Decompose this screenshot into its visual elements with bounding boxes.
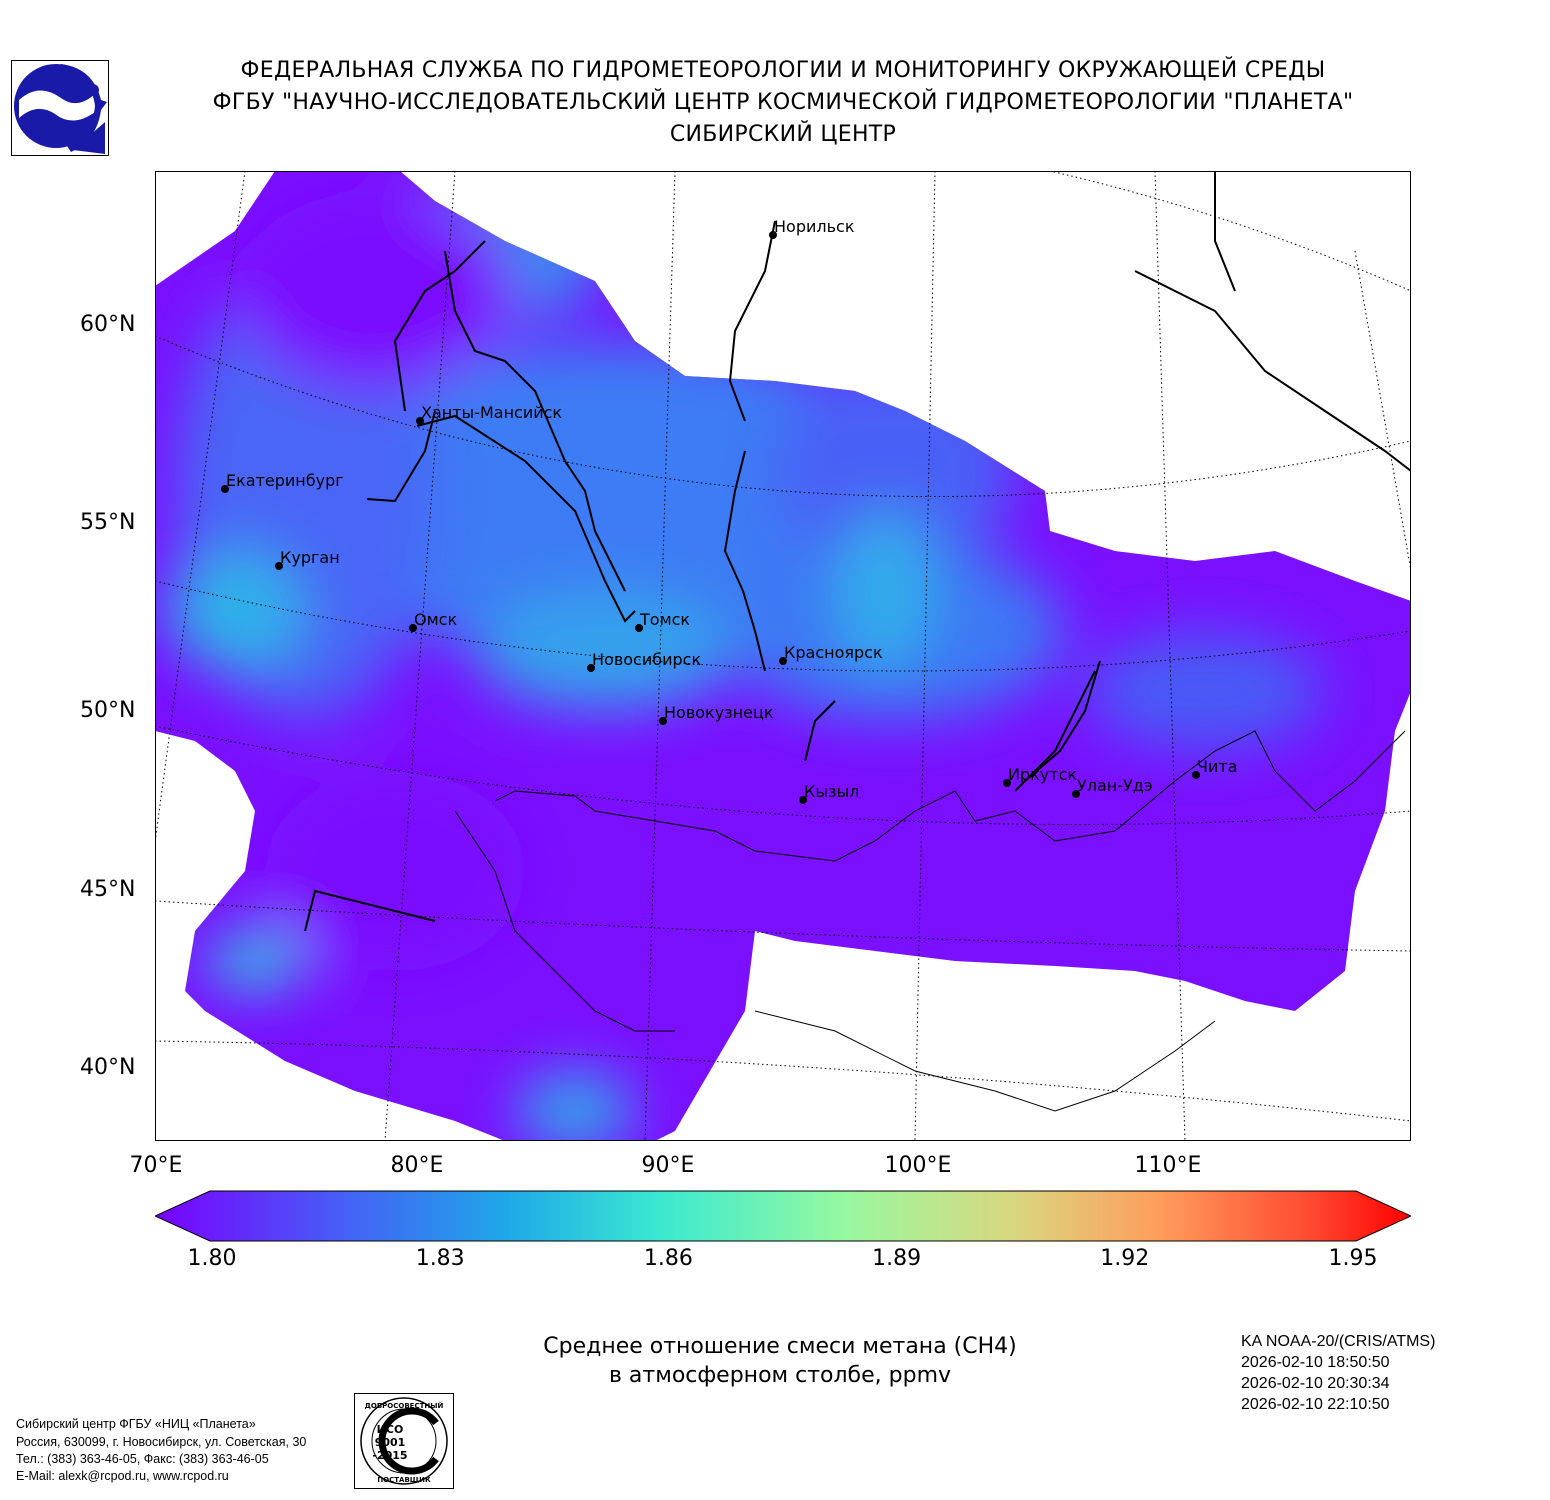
footer-org: Сибирский центр ФГБУ «НИЦ «Планета»: [16, 1417, 256, 1431]
iso-badge-bottom-text: ПОСТАВЩИК: [377, 1476, 431, 1484]
satellite-time-1: 2026-02-10 18:50:50: [1241, 1354, 1390, 1371]
footer-address: Россия, 630099, г. Новосибирск, ул. Сове…: [16, 1435, 307, 1449]
iso-badge-line-1: ИСО: [377, 1423, 404, 1436]
colorbar-tick-label: 1.86: [643, 1246, 693, 1271]
lat-label-40n: 40°N: [80, 1055, 136, 1080]
satellite-time-3: 2026-02-10 22:10:50: [1241, 1396, 1390, 1413]
colorbar-tick-label: 1.80: [187, 1246, 237, 1271]
planeta-logo: [11, 60, 109, 156]
colorbar-tick-label: 1.95: [1328, 1246, 1378, 1271]
iso-badge-top-text: ДОБРОСОВЕСТНЫЙ: [365, 1401, 444, 1410]
colorbar-tick-label: 1.89: [872, 1246, 922, 1271]
lon-label-70e: 70°E: [129, 1153, 183, 1178]
caption-line-1: Среднее отношение смеси метана (CH4): [543, 1334, 1017, 1359]
footer-phone: Тел.: (383) 363-46-05, Факс: (383) 363-4…: [16, 1452, 269, 1466]
iso-badge-line-3: -2015: [372, 1449, 407, 1462]
colorbar: [155, 1190, 1411, 1242]
colorbar-tick-label: 1.83: [415, 1246, 465, 1271]
lon-label-100e: 100°E: [884, 1153, 952, 1178]
lon-label-80e: 80°E: [390, 1153, 444, 1178]
footer-email: E-Mail: alexk@rcpod.ru, www.rcpod.ru: [16, 1469, 229, 1483]
header-line-2: ФГБУ "НАУЧНО-ИССЛЕДОВАТЕЛЬСКИЙ ЦЕНТР КОС…: [212, 90, 1354, 115]
methane-map: [155, 171, 1411, 1141]
iso-badge-line-2: 9001: [375, 1436, 406, 1449]
caption-line-2: в атмосферном столбе, ppmv: [608, 1363, 952, 1388]
lon-label-110e: 110°E: [1134, 1153, 1202, 1178]
lat-label-55n: 55°N: [80, 510, 136, 535]
lat-label-50n: 50°N: [80, 698, 136, 723]
satellite-name: KA NOAA-20/(CRIS/ATMS): [1241, 1333, 1436, 1350]
lon-label-90e: 90°E: [641, 1153, 695, 1178]
iso-9001-badge: ДОБРОСОВЕСТНЫЙ ИСО 9001 -2015 ПОСТАВЩИК: [354, 1393, 454, 1489]
header-line-3: СИБИРСКИЙ ЦЕНТР: [669, 122, 897, 147]
lat-label-45n: 45°N: [80, 877, 136, 902]
satellite-time-2: 2026-02-10 20:30:34: [1241, 1375, 1390, 1392]
header-line-1: ФЕДЕРАЛЬНАЯ СЛУЖБА ПО ГИДРОМЕТЕОРОЛОГИИ …: [240, 58, 1326, 83]
colorbar-tick-label: 1.92: [1100, 1246, 1150, 1271]
lat-label-60n: 60°N: [80, 312, 136, 337]
